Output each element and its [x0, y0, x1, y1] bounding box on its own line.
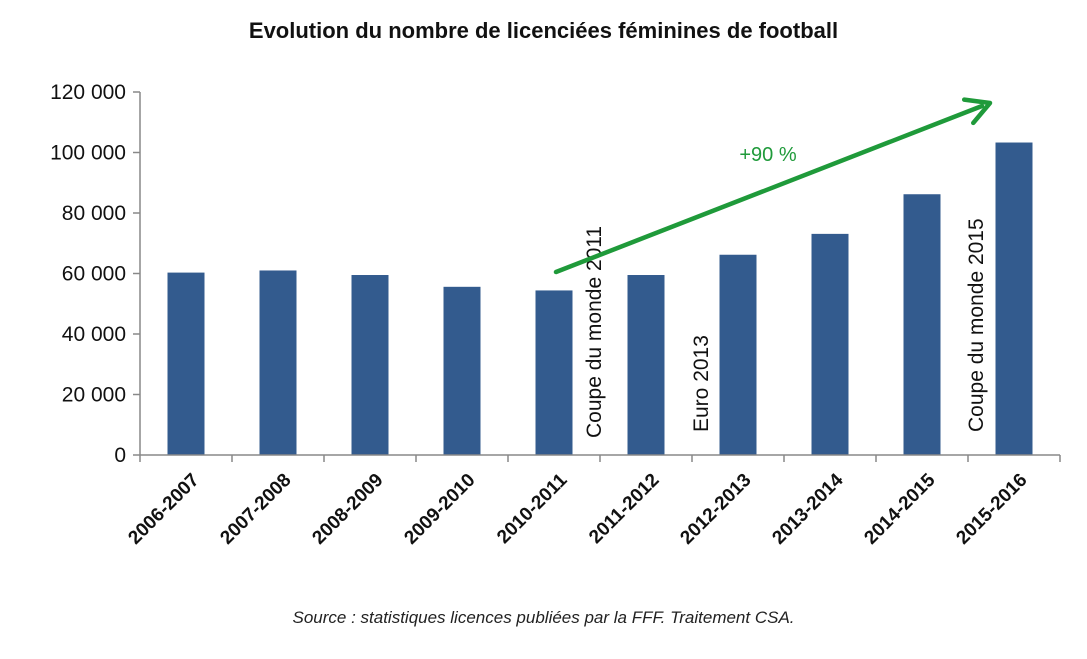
y-axis: 0 20 000 40 000 60 000 80 000 100 000 120 000: [50, 81, 141, 467]
x-tick-label: 2010-2011: [493, 469, 572, 548]
event-annotation: Euro 2013: [690, 335, 713, 432]
x-tick-label: 2015-2016: [952, 470, 1031, 549]
bar-2010-2011: [535, 290, 573, 455]
chart-source: Source : statistiques licences publiées …: [292, 608, 795, 627]
event-annotations: Coupe du monde 2011 Euro 2013 Coupe du mon…: [583, 218, 988, 438]
y-tick-label: 0: [114, 444, 126, 467]
y-tick-label: 40 000: [62, 323, 126, 346]
event-annotation: Coupe du monde 2015: [965, 218, 988, 432]
bars: [167, 142, 1033, 455]
y-tick-label: 100 000: [50, 142, 126, 165]
x-tick-label: 2008-2009: [308, 470, 387, 549]
growth-arrow: +90 %: [553, 97, 993, 275]
bar-2011-2012: [627, 275, 665, 455]
bar-2014-2015: [903, 194, 941, 455]
bar-2008-2009: [351, 275, 389, 455]
y-tick-label: 20 000: [62, 384, 126, 407]
x-axis: 2006-2007 2007-2008 2008-2009 2009-2010 2010…: [124, 454, 1061, 549]
y-tick-label: 80 000: [62, 202, 126, 225]
chart-title: Evolution du nombre de licenciées fémini…: [248, 18, 839, 43]
bar-2012-2013: [719, 254, 757, 455]
x-tick-label: 2011-2012: [585, 470, 663, 548]
growth-label: +90 %: [739, 144, 796, 166]
bar-2015-2016: [995, 142, 1033, 455]
x-tick-label: 2006-2007: [124, 470, 203, 549]
growth-arrow-shaft: [553, 103, 985, 275]
x-tick-label: 2012-2013: [676, 470, 755, 549]
event-annotation: Coupe du monde 2011: [583, 226, 606, 438]
bar-2009-2010: [443, 286, 481, 455]
y-tick-label: 60 000: [62, 263, 126, 286]
x-tick-label: 2009-2010: [400, 470, 479, 549]
y-tick-label: 120 000: [50, 81, 126, 104]
bar-2006-2007: [167, 272, 205, 455]
bar-2007-2008: [259, 270, 297, 455]
growth-arrow-head: [961, 97, 993, 126]
x-tick-label: 2014-2015: [860, 469, 939, 548]
x-tick-label: 2007-2008: [216, 470, 295, 549]
bar-2013-2014: [811, 233, 849, 455]
x-tick-label: 2013-2014: [768, 469, 847, 548]
